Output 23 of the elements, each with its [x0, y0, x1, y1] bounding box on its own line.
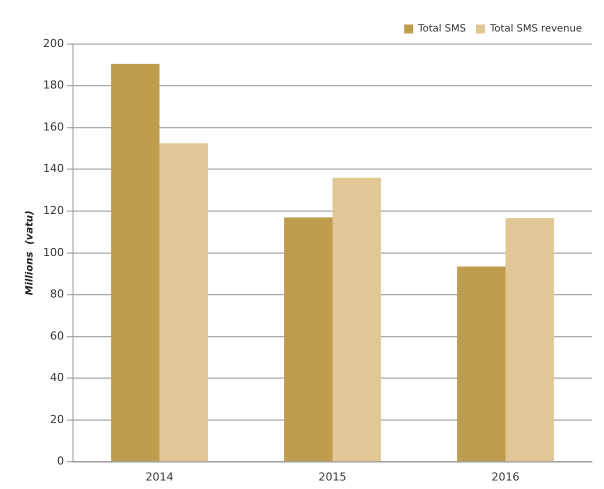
y-tick-label: 200 — [42, 36, 64, 50]
y-tick-label: 60 — [50, 329, 64, 342]
y-tick-label: 80 — [50, 288, 64, 301]
bar — [332, 178, 381, 462]
bar — [457, 266, 506, 462]
x-tick-label: 2014 — [145, 470, 174, 484]
legend-label: Total SMS revenue — [489, 24, 582, 35]
y-tick-label: 180 — [42, 78, 64, 92]
bar — [159, 143, 208, 462]
x-tick-label: 2015 — [318, 470, 346, 484]
y-axis-title: Millions (vatu) — [24, 210, 36, 296]
y-tick-label: 40 — [50, 371, 64, 384]
y-tick-label: 100 — [42, 246, 64, 259]
bar — [506, 218, 554, 462]
x-tick-label: 2016 — [492, 470, 520, 484]
legend-label: Total SMS — [417, 24, 466, 35]
y-tick-label: 20 — [50, 412, 64, 426]
y-tick-label: 160 — [42, 120, 64, 134]
bar — [111, 64, 160, 462]
y-tick-label: 140 — [42, 162, 64, 176]
bar — [284, 217, 332, 462]
y-tick-label: 120 — [42, 204, 64, 217]
y-tick-label: 0 — [56, 454, 64, 468]
